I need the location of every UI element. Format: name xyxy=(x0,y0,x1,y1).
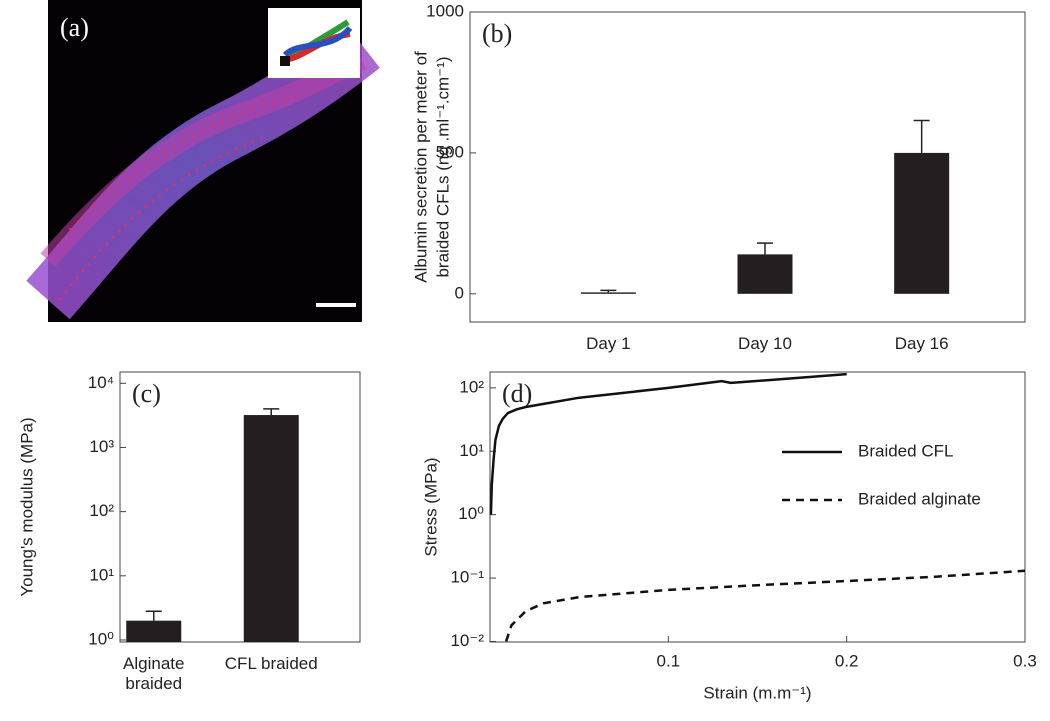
x-tick-label: Day 16 xyxy=(894,334,949,353)
plot-frame xyxy=(119,371,361,643)
bar xyxy=(580,292,636,294)
y-tick-label: 10⁰ xyxy=(458,504,484,523)
bar xyxy=(894,152,950,294)
y-axis-label: Albumin secretion per meter of xyxy=(411,51,430,283)
legend-label: Braided CFL xyxy=(858,441,953,460)
y-tick-label: 0 xyxy=(455,283,464,302)
legend-label: Braided alginate xyxy=(858,489,981,508)
bar xyxy=(243,415,299,642)
y-axis-label: braided CFLs (ng .ml⁻¹.cm⁻¹) xyxy=(433,56,452,277)
y-tick-label: 10⁴ xyxy=(88,373,114,392)
micrograph: (a) xyxy=(26,0,380,322)
panel-label: (a) xyxy=(60,13,89,42)
x-axis-label: Strain (m.m⁻¹) xyxy=(703,683,811,702)
panel-label: (c) xyxy=(132,379,161,408)
x-tick-label: 0.2 xyxy=(835,651,859,670)
y-tick-label: 10⁻¹ xyxy=(450,568,484,587)
x-tick-label: CFL braided xyxy=(224,654,318,673)
y-axis-label: Young's modulus (MPa) xyxy=(17,417,36,596)
line-series xyxy=(504,569,1026,642)
y-tick-label: 10¹ xyxy=(459,441,484,460)
y-tick-label: 10⁰ xyxy=(88,629,114,648)
x-tick-label: 0.3 xyxy=(1013,651,1037,670)
y-tick-label: 10³ xyxy=(89,437,114,456)
y-tick-label: 10² xyxy=(459,377,484,396)
x-tick-label: Alginate braided xyxy=(123,654,185,693)
y-axis-label: Stress (MPa) xyxy=(421,457,440,556)
y-tick-label: 10⁻² xyxy=(450,631,484,650)
line-series xyxy=(489,372,847,515)
x-tick-label: 0.1 xyxy=(657,651,681,670)
bar xyxy=(126,620,182,642)
y-tick-label: 10² xyxy=(89,501,114,520)
plot-frame xyxy=(469,11,1026,323)
x-tick-label: Day 1 xyxy=(586,334,631,353)
y-tick-label: 10¹ xyxy=(89,565,114,584)
y-tick-label: 500 xyxy=(436,142,464,161)
panel-label: (d) xyxy=(502,379,532,408)
x-tick-label: Day 10 xyxy=(738,334,792,353)
y-tick-label: 1000 xyxy=(426,1,464,20)
panel-label: (b) xyxy=(482,19,512,48)
bar xyxy=(737,254,793,294)
